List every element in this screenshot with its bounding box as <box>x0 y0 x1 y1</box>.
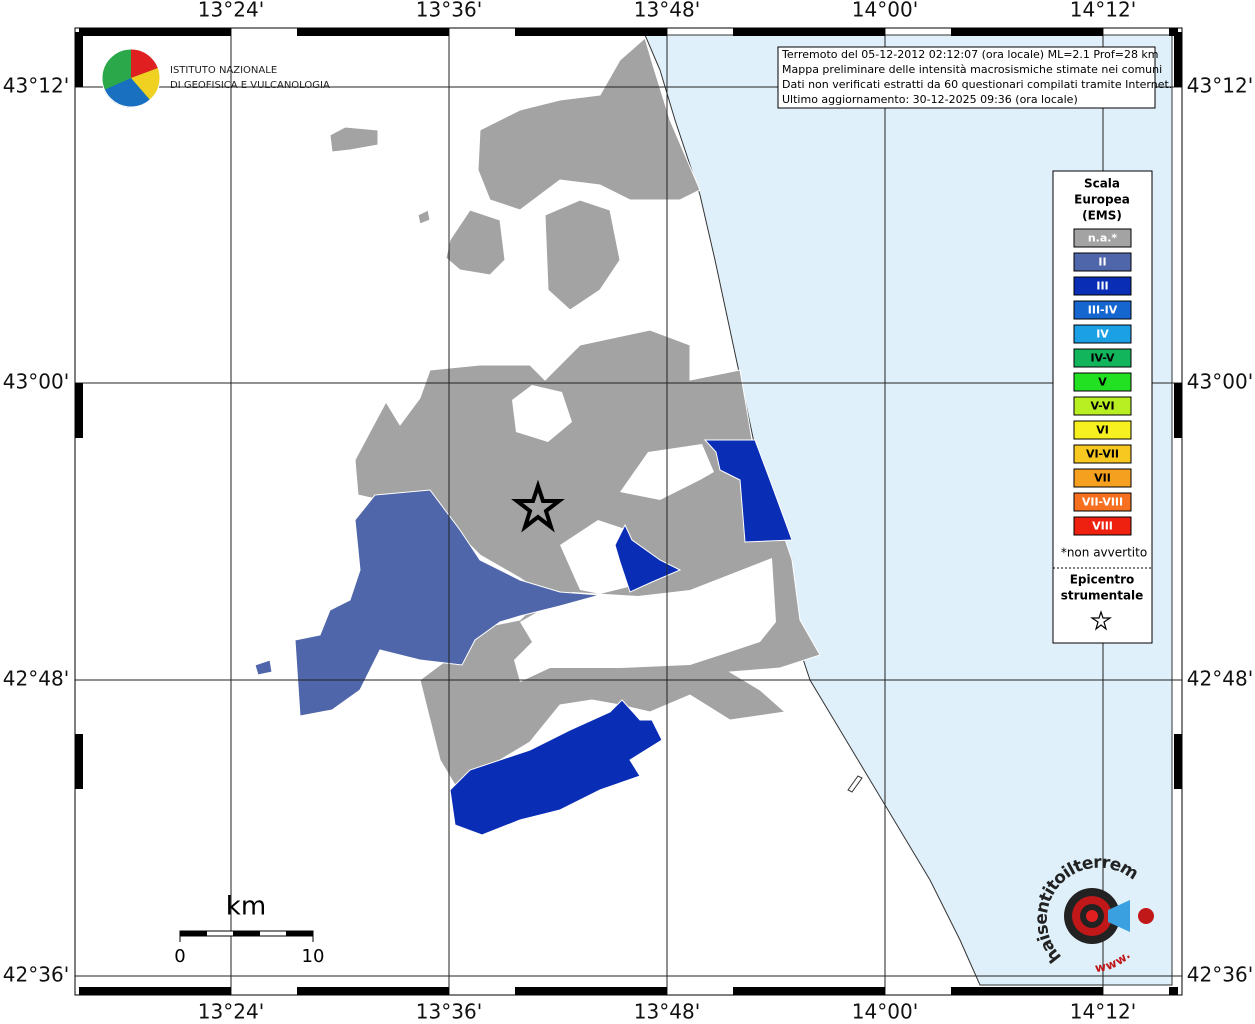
legend-epicenter-title: strumentale <box>1061 589 1144 603</box>
legend: Scala Europea (EMS) *non avvertito Epice… <box>1052 170 1153 644</box>
no-data-area <box>512 385 572 442</box>
no-data-area <box>514 558 776 682</box>
logo-sector <box>131 68 160 100</box>
lon-label: 14°12' <box>1070 1000 1136 1024</box>
regions <box>254 37 821 836</box>
lon-label: 13°48' <box>634 0 700 22</box>
scale-unit: km <box>226 892 266 922</box>
legend-label: VI <box>1096 424 1109 437</box>
legend-swatch <box>1073 396 1132 416</box>
region <box>449 699 663 836</box>
legend-swatch <box>1073 252 1132 272</box>
legend-label: IV <box>1096 328 1109 341</box>
scale-label: 0 <box>174 946 185 967</box>
region <box>254 659 273 676</box>
lat-label: 43°12' <box>3 74 69 98</box>
lon-label: 13°36' <box>416 0 482 22</box>
region <box>477 37 701 211</box>
region <box>329 126 379 153</box>
epicenter-star <box>511 479 565 533</box>
lon-label: 13°36' <box>416 1000 482 1024</box>
lon-label: 14°00' <box>852 0 918 22</box>
legend-label: VIII <box>1092 520 1113 533</box>
scale-bar: km 0 10 <box>174 892 324 968</box>
legend-swatch <box>1073 300 1132 320</box>
logo-text: DI GEOFISICA E VULCANOLOGIA <box>170 80 330 91</box>
lat-label: 42°36' <box>3 963 69 987</box>
graticule <box>75 28 1182 995</box>
legend-label: VII-VIII <box>1082 496 1123 509</box>
scale-segment <box>233 931 260 936</box>
badge-dot <box>1138 908 1154 924</box>
logo-text: ISTITUTO NAZIONALE <box>170 65 277 76</box>
frame <box>74 27 1183 996</box>
lon-label: 13°24' <box>198 1000 264 1024</box>
info-line: Mappa preliminare delle intensità macros… <box>782 63 1162 76</box>
legend-swatch <box>1073 444 1132 464</box>
legend-swatch <box>1073 324 1132 344</box>
legend-title: Europea <box>1074 193 1130 207</box>
lat-label: 42°36' <box>1187 963 1253 987</box>
info-line: Terremoto del 05-12-2012 02:12:07 (ora l… <box>781 48 1159 61</box>
legend-label: n.a.* <box>1088 232 1118 245</box>
ingv-logo: ISTITUTO NAZIONALE DI GEOFISICA E VULCAN… <box>101 48 330 108</box>
lon-label: 13°24' <box>198 0 264 22</box>
legend-note: *non avvertito <box>1061 546 1147 560</box>
region <box>417 209 431 225</box>
logo-outline <box>101 48 161 108</box>
legend-swatch <box>1073 348 1132 368</box>
legend-epicenter-title: Epicentro <box>1070 573 1135 587</box>
region <box>294 489 601 717</box>
legend-swatch <box>1073 468 1132 488</box>
lat-label: 43°12' <box>1187 74 1253 98</box>
legend-title: Scala <box>1084 177 1120 191</box>
info-line: Ultimo aggiornamento: 30-12-2025 09:36 (… <box>782 93 1078 106</box>
lat-label: 42°48' <box>1187 667 1253 691</box>
legend-swatch <box>1073 276 1132 296</box>
lat-label: 43°00' <box>3 370 69 394</box>
legend-title: (EMS) <box>1082 209 1122 223</box>
logo-sector <box>104 78 150 108</box>
badge-ring <box>1086 910 1098 922</box>
lon-label: 14°00' <box>852 1000 918 1024</box>
axis-labels: 13°24' 13°36' 13°48' 14°00' 14°12' 13°24… <box>3 0 1253 1024</box>
legend-label: III <box>1096 280 1108 293</box>
harbor <box>847 775 863 793</box>
lat-label: 42°48' <box>3 667 69 691</box>
badge-horn <box>1108 900 1130 932</box>
region <box>703 439 793 543</box>
legend-swatch <box>1073 492 1132 512</box>
legend-label: II <box>1098 256 1106 269</box>
legend-label: IV-V <box>1090 352 1115 365</box>
region <box>614 523 682 593</box>
info-frame <box>777 46 1156 109</box>
legend-swatch <box>1073 372 1132 392</box>
legend-swatch <box>1073 228 1132 248</box>
legend-swatch <box>1073 516 1132 536</box>
legend-label: V-VI <box>1090 400 1114 413</box>
info-line: Dati non verificati estratti da 60 quest… <box>782 78 1172 91</box>
legend-label: V <box>1098 376 1107 389</box>
legend-label: III-IV <box>1088 304 1118 317</box>
lon-label: 13°48' <box>634 1000 700 1024</box>
region <box>445 209 506 276</box>
lat-label: 43°00' <box>1187 370 1253 394</box>
region <box>544 199 621 311</box>
legend-swatch <box>1073 420 1132 440</box>
scale-segment <box>180 931 207 936</box>
legend-label: VI-VII <box>1086 448 1119 461</box>
legend-label: VII <box>1094 472 1111 485</box>
scale-label: 10 <box>302 946 325 967</box>
legend-star <box>1090 610 1112 631</box>
scale-segment <box>286 931 313 936</box>
info-box: Terremoto del 05-12-2012 02:12:07 (ora l… <box>777 46 1172 109</box>
lon-label: 14°12' <box>1070 0 1136 22</box>
no-data-area <box>560 520 636 594</box>
logo-sector <box>131 49 158 78</box>
